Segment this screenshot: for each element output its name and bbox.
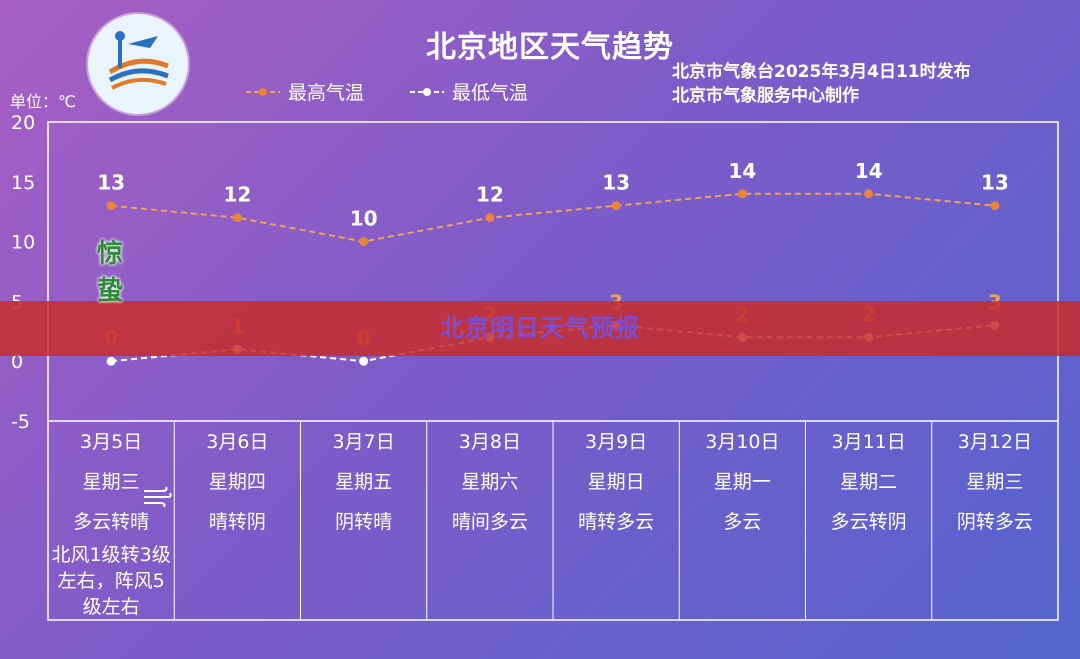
- day-date: 3月12日: [957, 431, 1032, 453]
- data-label-high: 13: [97, 171, 125, 195]
- data-label-high: 14: [728, 159, 756, 183]
- data-point-high: [359, 237, 369, 247]
- data-point-high: [485, 213, 495, 223]
- solar-term-label: 惊蛰: [96, 239, 123, 306]
- day-cell: 3月6日星期四晴转阴: [174, 422, 300, 542]
- day-weather: 多云转晴: [73, 511, 150, 533]
- day-weekday: 星期一: [713, 471, 771, 493]
- data-label-high: 13: [981, 171, 1009, 195]
- day-weekday: 星期二: [840, 471, 898, 493]
- data-label-high: 13: [602, 171, 630, 195]
- series-line-high: [111, 192, 995, 243]
- legend-low-label: 最低气温: [452, 82, 529, 104]
- day-weather: 多云: [723, 511, 762, 533]
- data-point-high: [864, 189, 874, 199]
- legend-high: 最高气温: [246, 78, 364, 105]
- day-date: 3月5日: [80, 431, 143, 453]
- issuer-info: 北京市气象台2025年3月4日11时发布 北京市气象服务中心制作: [672, 60, 971, 108]
- unit-label: 单位：℃: [10, 92, 76, 111]
- day-weather: 晴间多云: [451, 511, 528, 533]
- day-weather: 多云转阴: [830, 511, 907, 533]
- data-point-high: [990, 201, 1000, 211]
- banner-text: 北京明日天气预报: [440, 314, 640, 342]
- column-dividers: [173, 421, 933, 620]
- day-weather: 阴转多云: [956, 511, 1033, 533]
- y-tick-label: -5: [11, 411, 30, 433]
- data-point-low: [359, 356, 369, 366]
- legend-low: 最低气温: [410, 78, 528, 105]
- day-date: 3月11日: [831, 431, 906, 453]
- day-cell: 3月9日星期日晴转多云: [553, 422, 679, 542]
- day-weekday: 星期五: [335, 471, 393, 493]
- data-point-high: [106, 201, 116, 211]
- day-cell: 3月8日星期六晴间多云: [427, 422, 553, 542]
- y-tick-label: 15: [11, 172, 35, 194]
- wind-icon: [144, 486, 172, 508]
- day-date: 3月9日: [585, 431, 648, 453]
- banner-ribbon: [0, 301, 1080, 356]
- y-tick-label: 10: [11, 232, 35, 254]
- data-label-high: 12: [223, 183, 251, 207]
- day-wind-detail: 北风1级转3级左右，阵风5级左右: [51, 544, 171, 618]
- legend-high-label: 最高气温: [288, 82, 365, 104]
- legend-low-swatch: [410, 87, 444, 96]
- meteorological-service-logo: [88, 14, 188, 114]
- y-tick-label: 20: [11, 112, 35, 134]
- day-date: 3月10日: [705, 431, 780, 453]
- day-weekday: 星期日: [587, 471, 645, 493]
- day-weather: 晴转阴: [208, 511, 266, 533]
- day-weekday: 星期三: [966, 471, 1024, 493]
- data-point-high: [232, 213, 242, 223]
- data-label-high: 10: [350, 207, 378, 231]
- day-date: 3月6日: [206, 431, 269, 453]
- day-weather: 晴转多云: [578, 511, 655, 533]
- legend-high-swatch: [246, 87, 280, 96]
- day-weather: 阴转晴: [335, 511, 393, 533]
- data-point-high: [737, 189, 747, 199]
- day-cell: 3月12日星期三阴转多云: [932, 422, 1058, 542]
- day-weekday: 星期六: [461, 471, 519, 493]
- y-axis-ticks: 20151050-5: [11, 112, 35, 433]
- day-cell: 3月10日星期一多云: [679, 422, 805, 542]
- y-tick-label: 0: [11, 351, 23, 373]
- data-point-low: [106, 356, 116, 366]
- issuer-line-2: 北京市气象服务中心制作: [672, 86, 859, 106]
- day-weekday: 星期四: [208, 471, 266, 493]
- data-point-high: [611, 201, 621, 211]
- data-label-high: 14: [855, 159, 883, 183]
- data-label-high: 12: [476, 183, 504, 207]
- day-cell: 3月11日星期二多云转阴: [806, 422, 932, 542]
- day-cell: 3月5日星期三多云转晴北风1级转3级左右，阵风5级左右: [48, 422, 174, 620]
- day-cell: 3月7日星期五阴转晴: [301, 422, 427, 542]
- day-weekday: 星期三: [82, 471, 140, 493]
- day-date: 3月7日: [332, 431, 395, 453]
- day-date: 3月8日: [458, 431, 521, 453]
- issuer-line-1: 北京市气象台2025年3月4日11时发布: [672, 62, 971, 82]
- chart-title: 北京地区天气趋势: [426, 30, 674, 65]
